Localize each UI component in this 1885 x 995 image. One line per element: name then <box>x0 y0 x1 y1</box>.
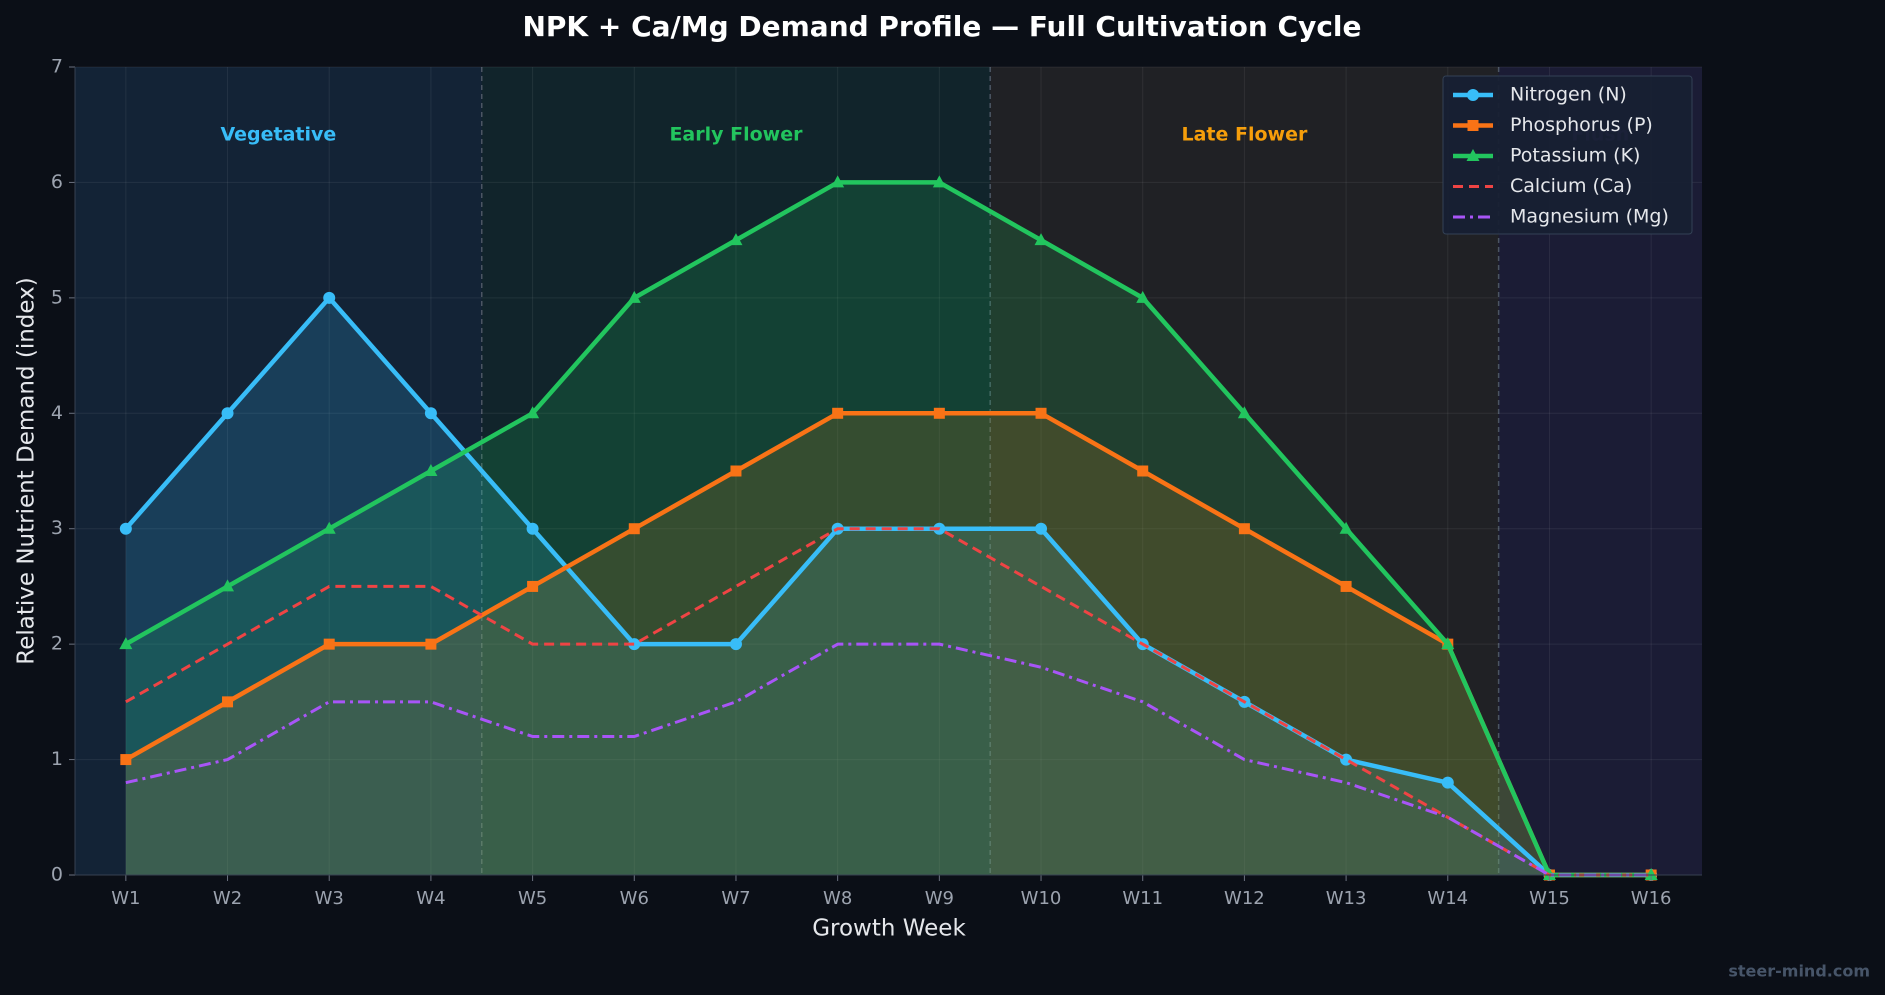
point <box>526 522 539 535</box>
point <box>1644 868 1658 880</box>
point <box>1467 89 1479 101</box>
chart-title: NPK + Ca/Mg Demand Profile — Full Cultiv… <box>522 10 1361 43</box>
y-tick-label: 7 <box>51 56 63 78</box>
point <box>1340 753 1353 766</box>
point <box>1035 407 1047 419</box>
y-tick-label: 5 <box>51 286 63 308</box>
series-line <box>124 411 1652 878</box>
point <box>425 638 437 650</box>
series-line <box>125 642 1652 877</box>
point <box>1238 523 1250 535</box>
axis-layer: 0 1 2 3 4 5 6 7 W1 W2 W3 W4 W5 W6 W7 W8 W9 W10 W11 W12 W13 W1… <box>51 56 1702 909</box>
point <box>1136 290 1150 303</box>
legend-label: Magnesium (Mg) <box>1510 206 1669 228</box>
point <box>1137 465 1149 477</box>
legend-box <box>1442 75 1693 235</box>
x-tick-label: W16 <box>1631 888 1672 909</box>
point <box>1339 521 1353 534</box>
x-tick-label: W10 <box>1021 888 1062 909</box>
point <box>730 465 742 477</box>
point <box>221 579 235 592</box>
x-tick-label: W12 <box>1224 888 1265 909</box>
point <box>1340 580 1352 592</box>
x-axis-label: Growth Week <box>812 916 966 942</box>
point <box>628 523 640 535</box>
x-tick-label: W2 <box>213 888 242 909</box>
phase-band <box>75 67 482 875</box>
y-tick-label: 2 <box>51 633 63 655</box>
point <box>119 522 132 535</box>
point <box>1441 776 1454 789</box>
point <box>526 406 540 419</box>
series-line <box>125 527 1652 877</box>
x-tick-label: W5 <box>518 888 547 909</box>
x-tick-label: W4 <box>416 888 445 909</box>
y-tick-label: 4 <box>51 402 63 424</box>
point <box>323 638 335 650</box>
x-tick-label: W9 <box>925 888 954 909</box>
watermark: steer-mind.com <box>1728 962 1870 981</box>
point <box>1034 233 1048 246</box>
point <box>424 407 437 420</box>
legend-label: Potassium (K) <box>1510 145 1640 167</box>
point <box>221 407 234 420</box>
point <box>119 637 133 650</box>
point <box>831 175 845 188</box>
legend-label: Nitrogen (N) <box>1510 84 1627 106</box>
line-layer <box>119 175 1658 881</box>
point <box>1441 637 1455 650</box>
point <box>729 638 742 651</box>
point <box>1237 406 1251 419</box>
x-tick-label: W13 <box>1326 888 1367 909</box>
point <box>527 580 539 592</box>
x-tick-label: W8 <box>823 888 852 909</box>
x-tick-label: W3 <box>315 888 344 909</box>
point <box>832 407 844 419</box>
point <box>1467 120 1479 131</box>
legend: Nitrogen (N) Phosphorus (P) Potassium (K) C… <box>1442 75 1693 235</box>
series-line <box>124 180 1652 878</box>
phase-label: Vegetative <box>220 124 336 146</box>
legend-label: Calcium (Ca) <box>1510 175 1632 197</box>
y-tick-label: 3 <box>51 517 63 539</box>
point <box>627 290 641 303</box>
y-tick-label: 1 <box>51 748 63 770</box>
point <box>323 291 336 304</box>
point <box>1466 149 1480 161</box>
plot-area <box>75 67 1702 875</box>
phase-label: Late Flower <box>1181 124 1307 146</box>
point <box>222 696 234 708</box>
y-tick-label: 6 <box>51 171 63 193</box>
y-tick-label: 0 <box>51 864 63 886</box>
area <box>125 297 1652 875</box>
point <box>120 754 132 766</box>
point <box>932 175 946 188</box>
point <box>424 464 438 476</box>
x-tick-label: W11 <box>1122 888 1163 909</box>
legend-label: Phosphorus (P) <box>1510 114 1653 136</box>
point <box>1035 522 1048 535</box>
point <box>322 521 336 534</box>
point <box>729 233 743 246</box>
x-tick-label: W6 <box>620 888 649 909</box>
phase-label: Early Flower <box>669 124 803 146</box>
point <box>933 407 945 419</box>
x-tick-label: W15 <box>1529 888 1570 909</box>
x-tick-label: W1 <box>111 888 140 909</box>
y-axis-label: Relative Nutrient Demand (index) <box>14 277 40 665</box>
x-tick-label: W14 <box>1427 888 1468 909</box>
point <box>628 638 641 651</box>
phase-band <box>990 67 1499 875</box>
x-tick-label: W7 <box>721 888 750 909</box>
